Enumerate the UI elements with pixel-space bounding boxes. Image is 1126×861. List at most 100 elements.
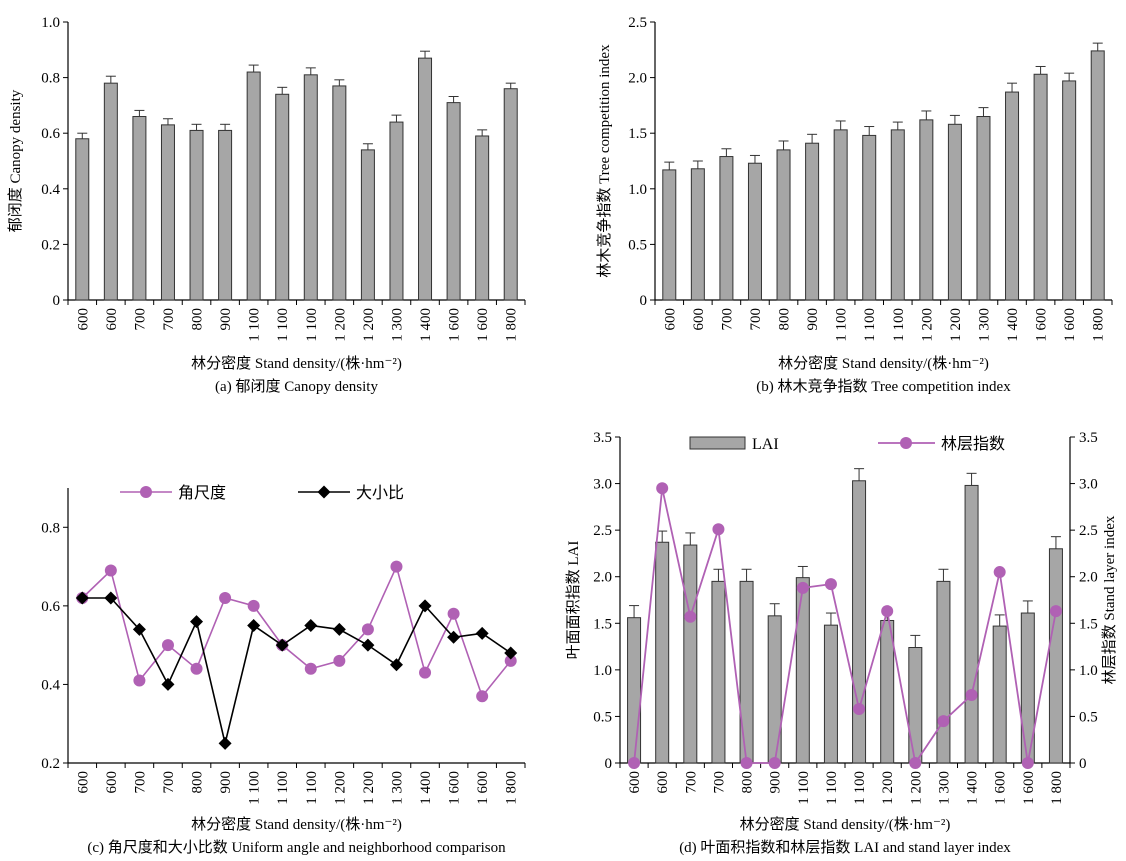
- bar: [75, 138, 90, 301]
- y2-tick-label: 3.5: [1079, 430, 1098, 446]
- x-tick-label: 700: [132, 308, 148, 331]
- y2-tick-label: 0.5: [1079, 709, 1098, 725]
- x-tick-label: 600: [655, 771, 671, 794]
- y-tick-label: 0.8: [41, 71, 60, 87]
- x-tick-label: 1 800: [504, 771, 520, 805]
- x-tick-label: 600: [662, 308, 678, 331]
- legend-marker-circle: [140, 486, 152, 498]
- marker-circle: [104, 564, 117, 577]
- marker-circle: [628, 757, 641, 769]
- bar: [655, 541, 670, 764]
- x-tick-label: 1 300: [389, 771, 405, 805]
- x-tick-label: 1 400: [965, 771, 981, 805]
- marker-diamond: [104, 591, 118, 605]
- bar: [360, 149, 375, 301]
- marker-circle: [1021, 757, 1034, 769]
- bar: [964, 484, 979, 764]
- bar: [1005, 91, 1020, 301]
- marker-circle: [881, 605, 894, 618]
- marker-diamond: [132, 622, 146, 636]
- bar: [218, 129, 233, 301]
- bar: [303, 74, 318, 301]
- x-tick-label: 1 200: [880, 771, 896, 805]
- y2-tick-label: 2.5: [1079, 523, 1098, 539]
- marker-diamond: [475, 626, 489, 640]
- bar: [189, 129, 204, 301]
- legend-label: 林层指数: [941, 435, 1005, 453]
- x-tick-label: 1 100: [891, 308, 907, 342]
- x-tick-label: 1 100: [796, 771, 812, 805]
- x-tick-label: 700: [748, 308, 764, 331]
- bar: [1062, 80, 1077, 301]
- legend-marker-circle: [900, 437, 912, 449]
- x-axis-label: 林分密度 Stand density/(株·hm⁻²): [191, 355, 402, 372]
- bar: [823, 624, 838, 764]
- y-tick-label: 2.5: [628, 15, 647, 31]
- bar: [919, 119, 934, 301]
- bar: [332, 85, 347, 301]
- marker-diamond: [218, 736, 232, 750]
- y-tick-label: 0.8: [41, 520, 60, 536]
- marker-diamond: [75, 591, 89, 605]
- x-tick-label: 600: [627, 771, 643, 794]
- y-tick-label: 0: [53, 293, 61, 309]
- bar: [711, 580, 726, 764]
- bar: [805, 142, 820, 301]
- marker-circle: [993, 566, 1006, 579]
- x-tick-label: 1 800: [1091, 308, 1107, 342]
- bar: [160, 124, 175, 301]
- x-tick-label: 900: [218, 308, 234, 331]
- bar: [503, 88, 518, 301]
- bar: [747, 162, 762, 301]
- x-tick-label: 600: [75, 308, 91, 331]
- legend-label: 大小比: [356, 484, 404, 502]
- x-tick-label: 700: [161, 771, 177, 794]
- x-tick-label: 1 200: [332, 308, 348, 342]
- y-tick-label: 0.6: [41, 599, 60, 615]
- y-tick-label: 2.5: [593, 523, 612, 539]
- marker-diamond: [190, 615, 204, 629]
- panel-caption: (c) 角尺度和大小比数 Uniform angle and neighborh…: [87, 839, 506, 856]
- marker-circle: [796, 581, 809, 594]
- legend-marker-diamond: [317, 485, 331, 499]
- panel-caption: (a) 郁闭度 Canopy density: [215, 378, 378, 395]
- x-tick-label: 700: [132, 771, 148, 794]
- marker-circle: [740, 757, 753, 769]
- bar: [132, 116, 147, 301]
- y-tick-label: 1.0: [593, 663, 612, 679]
- x-tick-label: 1 600: [1021, 771, 1037, 805]
- y-tick-label: 0.5: [628, 237, 647, 253]
- bar: [852, 480, 867, 764]
- x-tick-label: 600: [75, 771, 91, 794]
- x-tick-label: 1 100: [304, 771, 320, 805]
- bar: [795, 577, 810, 764]
- marker-circle: [504, 654, 517, 667]
- bar: [992, 625, 1007, 764]
- marker-diamond: [275, 638, 289, 652]
- y-tick-label: 3.0: [593, 477, 612, 493]
- x-tick-label: 700: [161, 308, 177, 331]
- marker-circle: [476, 690, 489, 703]
- x-tick-label: 900: [218, 771, 234, 794]
- panel-caption: (d) 叶面积指数和林层指数 LAI and stand layer index: [679, 839, 1011, 856]
- bar: [103, 82, 118, 301]
- bar: [1048, 548, 1063, 764]
- bar: [389, 121, 404, 301]
- y2-tick-label: 3.0: [1079, 477, 1098, 493]
- marker-circle: [304, 662, 317, 675]
- marker-circle: [247, 599, 260, 612]
- bar: [1033, 73, 1048, 301]
- x-tick-label: 1 600: [993, 771, 1009, 805]
- x-tick-label: 1 300: [389, 308, 405, 342]
- y-tick-label: 2.0: [593, 570, 612, 586]
- y-tick-label: 1.0: [628, 182, 647, 198]
- marker-diamond: [247, 619, 261, 632]
- legend-label: LAI: [752, 436, 779, 453]
- bar: [880, 619, 895, 764]
- x-tick-label: 900: [768, 771, 784, 794]
- y-tick-label: 1.5: [628, 126, 647, 142]
- x-tick-label: 1 600: [475, 771, 491, 805]
- bar: [947, 123, 962, 301]
- y-tick-label: 2.0: [628, 71, 647, 87]
